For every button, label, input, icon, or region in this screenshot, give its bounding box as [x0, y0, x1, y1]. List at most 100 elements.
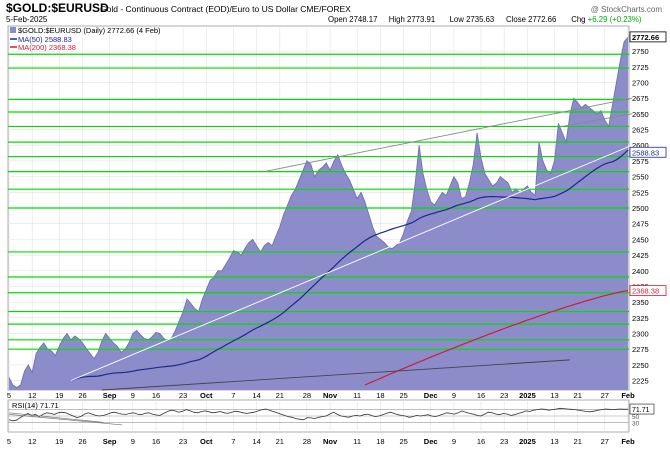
x-main-tick-23: 21	[574, 391, 582, 400]
x-main-tick-20: 23	[500, 391, 508, 400]
x-main-tick-12: 28	[303, 391, 311, 400]
x-bottom-tick-1: 12	[28, 437, 36, 446]
legend-ma200: MA(200) 2368.38	[18, 43, 76, 52]
ohlc-row: Open 2748.17 High 2773.91 Low 2735.63 Close…	[328, 15, 642, 24]
x-main-tick-21: 2025	[519, 391, 536, 400]
trendline-white-2	[70, 144, 633, 382]
x-bottom-tick-3: 26	[78, 437, 86, 446]
x-main-tick-6: 16	[152, 391, 160, 400]
x-bottom-tick-7: 23	[179, 437, 187, 446]
ohlc-high: High 2773.91	[389, 15, 435, 24]
y-tick-2475: 2475	[632, 220, 649, 229]
legend-swatch-price	[10, 27, 16, 33]
x-main-tick-14: 11	[353, 391, 361, 400]
x-bottom-tick-17: Dec	[424, 437, 438, 446]
trendline-gray-1	[562, 113, 632, 127]
ma200-line	[364, 290, 629, 386]
x-main-tick-0: 5	[7, 391, 11, 400]
y-tick-2425: 2425	[632, 251, 649, 260]
y-tick-2325: 2325	[632, 314, 649, 323]
x-bottom-tick-2: 19	[55, 437, 63, 446]
y-tick-2225: 2225	[632, 377, 649, 386]
x-main-tick-22: 13	[550, 391, 558, 400]
rsi-trendline-0	[8, 412, 104, 423]
x-main-tick-10: 14	[252, 391, 260, 400]
ma50-line	[70, 149, 629, 382]
y-tick-2675: 2675	[632, 94, 649, 103]
x-bottom-tick-9: 7	[231, 437, 235, 446]
last-value-1: 2588.83	[632, 148, 659, 157]
x-bottom-tick-12: 28	[303, 437, 311, 446]
rsi-value-box	[629, 403, 655, 415]
date-axis-bottom: 5 12 19 26 Sep 9 16 23 Oct 7 14 21 28 Nov 11 18 25 Dec 9 16…	[7, 437, 635, 446]
y-tick-2250: 2250	[632, 361, 649, 370]
date-axis: 5 12 19 26 Sep 9 16 23 Oct 7 14 21 28 Nov 11 18 25 Dec 9 16…	[7, 391, 635, 400]
x-main-tick-16: 25	[399, 391, 407, 400]
x-bottom-tick-10: 14	[252, 437, 260, 446]
rsi-panel: RSI(14) 71.71 70503071.71	[7, 399, 655, 433]
x-main-tick-8: Oct	[200, 391, 213, 400]
stockcharts-watermark: @ StockCharts.com	[591, 5, 663, 14]
y-tick-2400: 2400	[632, 267, 649, 276]
ohlc-low: Low 2735.63	[450, 15, 495, 24]
y-tick-2550: 2550	[632, 173, 649, 182]
y-tick-2750: 2750	[632, 47, 649, 56]
ohlc-open: Open 2748.17	[328, 15, 377, 24]
x-main-tick-2: 19	[55, 391, 63, 400]
y-tick-2700: 2700	[632, 78, 649, 87]
x-bottom-tick-6: 16	[152, 437, 160, 446]
x-main-tick-24: 27	[601, 391, 609, 400]
chart-date: 5-Feb-2025	[6, 15, 48, 24]
x-main-tick-4: Sep	[103, 391, 117, 400]
y-tick-2525: 2525	[632, 188, 649, 197]
rsi-trendline-1	[8, 414, 123, 426]
x-bottom-tick-23: 21	[574, 437, 582, 446]
price-area-fill	[9, 37, 628, 391]
moving-averages	[70, 149, 629, 386]
x-main-tick-15: 18	[376, 391, 384, 400]
x-bottom-tick-4: Sep	[103, 437, 117, 446]
x-main-tick-25: Feb	[621, 391, 635, 400]
x-bottom-tick-5: 9	[131, 437, 135, 446]
rsi-tick-50: 50	[632, 414, 640, 421]
last-value-2: 2368.38	[632, 287, 659, 296]
x-bottom-tick-22: 13	[550, 437, 558, 446]
x-bottom-tick-16: 25	[399, 437, 407, 446]
legend-price: $GOLD:$EURUSD (Daily) 2772.66 (4 Feb)	[18, 26, 161, 35]
x-bottom-tick-19: 16	[477, 437, 485, 446]
y-tick-2500: 2500	[632, 204, 649, 213]
y-tick-2725: 2725	[632, 63, 649, 72]
x-bottom-tick-0: 5	[7, 437, 11, 446]
x-bottom-tick-14: 11	[353, 437, 361, 446]
chart-legend: $GOLD:$EURUSD (Daily) 2772.66 (4 Feb) MA…	[10, 26, 161, 52]
ohlc-chg: Chg +6.29 (+0.23%)	[571, 15, 642, 24]
x-bottom-tick-24: 27	[601, 437, 609, 446]
y-tick-2575: 2575	[632, 157, 649, 166]
y-tick-2450: 2450	[632, 235, 649, 244]
rsi-tick-30: 30	[632, 420, 640, 427]
x-main-tick-13: Nov	[323, 391, 338, 400]
x-bottom-tick-15: 18	[376, 437, 384, 446]
x-bottom-tick-20: 23	[500, 437, 508, 446]
y-tick-2650: 2650	[632, 110, 649, 119]
rsi-label: RSI(14) 71.71	[12, 401, 59, 410]
x-main-tick-9: 7	[231, 391, 235, 400]
x-main-tick-11: 21	[276, 391, 284, 400]
x-bottom-tick-21: 2025	[519, 437, 536, 446]
rsi-line	[8, 407, 629, 422]
y-tick-2625: 2625	[632, 126, 649, 135]
x-bottom-tick-18: 9	[452, 437, 456, 446]
x-main-tick-18: 9	[452, 391, 456, 400]
legend-ma50: MA(50) 2588.83	[18, 35, 72, 44]
last-value-box-2	[629, 285, 667, 297]
x-bottom-tick-25: Feb	[621, 437, 635, 446]
rsi-axis: 70503071.71	[629, 403, 655, 427]
trendlines	[70, 97, 633, 391]
last-value-box-0	[629, 31, 667, 43]
x-main-tick-1: 12	[28, 391, 36, 400]
x-main-tick-17: Dec	[424, 391, 438, 400]
x-bottom-tick-8: Oct	[200, 437, 213, 446]
chart-symbol: $GOLD:$EURUSD	[6, 1, 109, 15]
chart-description: Gold - Continuous Contract (EOD)/Euro to…	[100, 4, 351, 14]
trendline-dark-3	[101, 359, 570, 391]
